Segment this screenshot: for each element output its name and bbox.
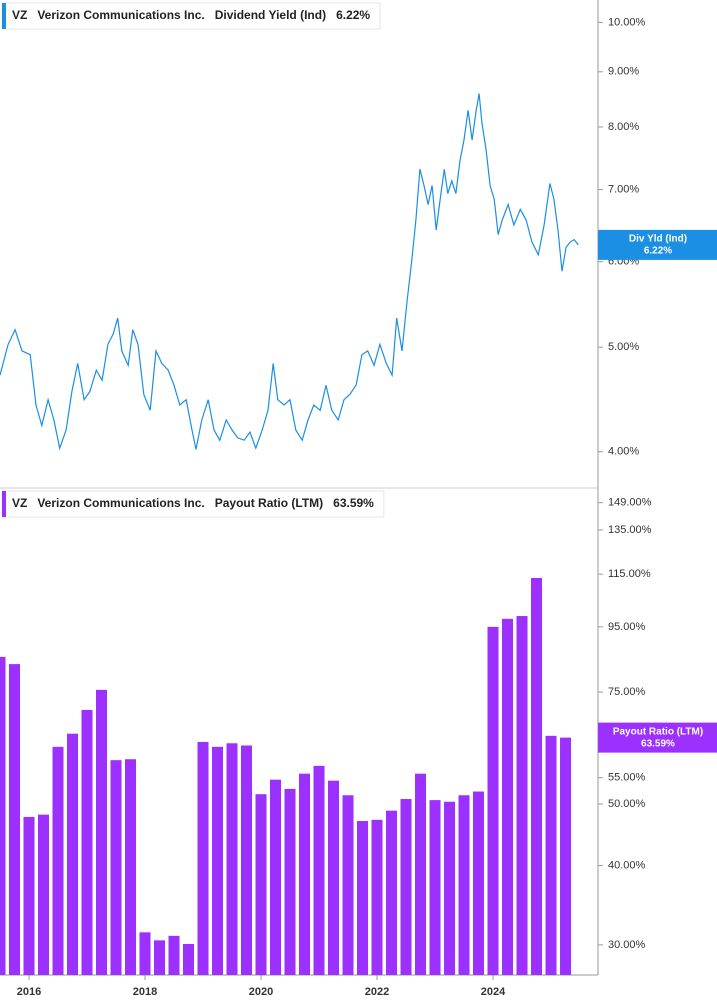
current-tag-value: 63.59% <box>641 738 675 749</box>
bar <box>255 794 267 975</box>
company-name: Verizon Communications Inc. <box>37 496 204 510</box>
bar <box>154 940 166 975</box>
bar <box>444 801 456 975</box>
y-tick-label: 95.00% <box>608 621 646 633</box>
ticker: VZ <box>12 496 27 510</box>
y-tick-label: 135.00% <box>608 524 652 536</box>
x-tick-label: 2022 <box>365 986 389 998</box>
bar <box>357 821 369 975</box>
current-tag <box>598 229 717 260</box>
bar <box>284 788 296 975</box>
bar <box>516 616 528 975</box>
y-tick-label: 8.00% <box>608 121 639 133</box>
current-tag-name: Div Yld (Ind) <box>629 234 687 245</box>
current-tag-value: 6.22% <box>644 246 672 257</box>
bar <box>400 799 412 975</box>
bar <box>38 814 50 975</box>
bar <box>473 791 485 975</box>
bar <box>299 773 311 975</box>
bar <box>139 932 151 975</box>
bar <box>183 943 195 975</box>
bar <box>96 689 108 975</box>
bar <box>328 780 340 975</box>
y-tick-label: 115.00% <box>608 568 651 580</box>
legend-header: VZ Verizon Communications Inc. Dividend Yi… <box>1 2 381 30</box>
y-tick-label: 149.00% <box>608 497 652 509</box>
y-tick-label: 4.00% <box>608 446 639 458</box>
y-tick-label: 40.00% <box>608 859 646 871</box>
legend-swatch <box>2 3 6 29</box>
bar <box>313 765 325 975</box>
legend-series-name: Dividend Yield (Ind) <box>215 8 326 22</box>
y-tick-label: 7.00% <box>608 183 639 195</box>
bar <box>270 779 282 975</box>
bar <box>67 733 79 975</box>
bar <box>125 759 137 975</box>
bar <box>502 618 514 975</box>
y-tick-label: 9.00% <box>608 66 639 78</box>
bar <box>415 773 427 975</box>
bar <box>0 656 6 975</box>
legend-swatch <box>2 491 6 517</box>
bar <box>241 745 253 975</box>
legend-series-name: Payout Ratio (LTM) <box>215 496 323 510</box>
current-tag <box>598 722 717 753</box>
bar <box>371 819 383 975</box>
company-name: Verizon Communications Inc. <box>37 8 204 22</box>
bar <box>9 664 21 975</box>
bar <box>429 800 441 975</box>
bar <box>168 935 180 975</box>
legend-box <box>1 490 385 518</box>
legend-current-value: 6.22% <box>336 8 370 22</box>
bar <box>212 746 224 975</box>
y-tick-label: 5.00% <box>608 341 639 353</box>
x-tick-label: 2024 <box>481 986 506 998</box>
bar <box>23 816 35 975</box>
bar <box>81 709 93 975</box>
ticker: VZ <box>12 8 27 22</box>
current-tag-name: Payout Ratio (LTM) <box>613 726 703 737</box>
bar <box>545 735 557 975</box>
y-tick-label: 10.00% <box>608 16 646 28</box>
bar <box>197 741 209 975</box>
bar <box>110 760 122 975</box>
y-tick-label: 75.00% <box>608 686 646 698</box>
bar <box>52 746 64 975</box>
bar <box>560 737 572 975</box>
y-tick-label: 30.00% <box>608 939 646 951</box>
yield-line <box>0 93 579 451</box>
y-tick-label: 50.00% <box>608 798 646 810</box>
legend-header: VZ Verizon Communications Inc. Payout Rati… <box>1 490 385 518</box>
bar <box>531 578 543 975</box>
bar <box>386 810 398 975</box>
bar <box>487 626 499 975</box>
x-tick-label: 2020 <box>249 986 273 998</box>
bar <box>458 795 470 975</box>
y-tick-label: 55.00% <box>608 772 646 784</box>
x-tick-label: 2018 <box>133 986 157 998</box>
legend-box <box>1 2 381 30</box>
x-tick-label: 2016 <box>17 986 41 998</box>
bar <box>342 795 354 975</box>
legend-current-value: 63.59% <box>333 496 374 510</box>
bar <box>226 743 238 975</box>
